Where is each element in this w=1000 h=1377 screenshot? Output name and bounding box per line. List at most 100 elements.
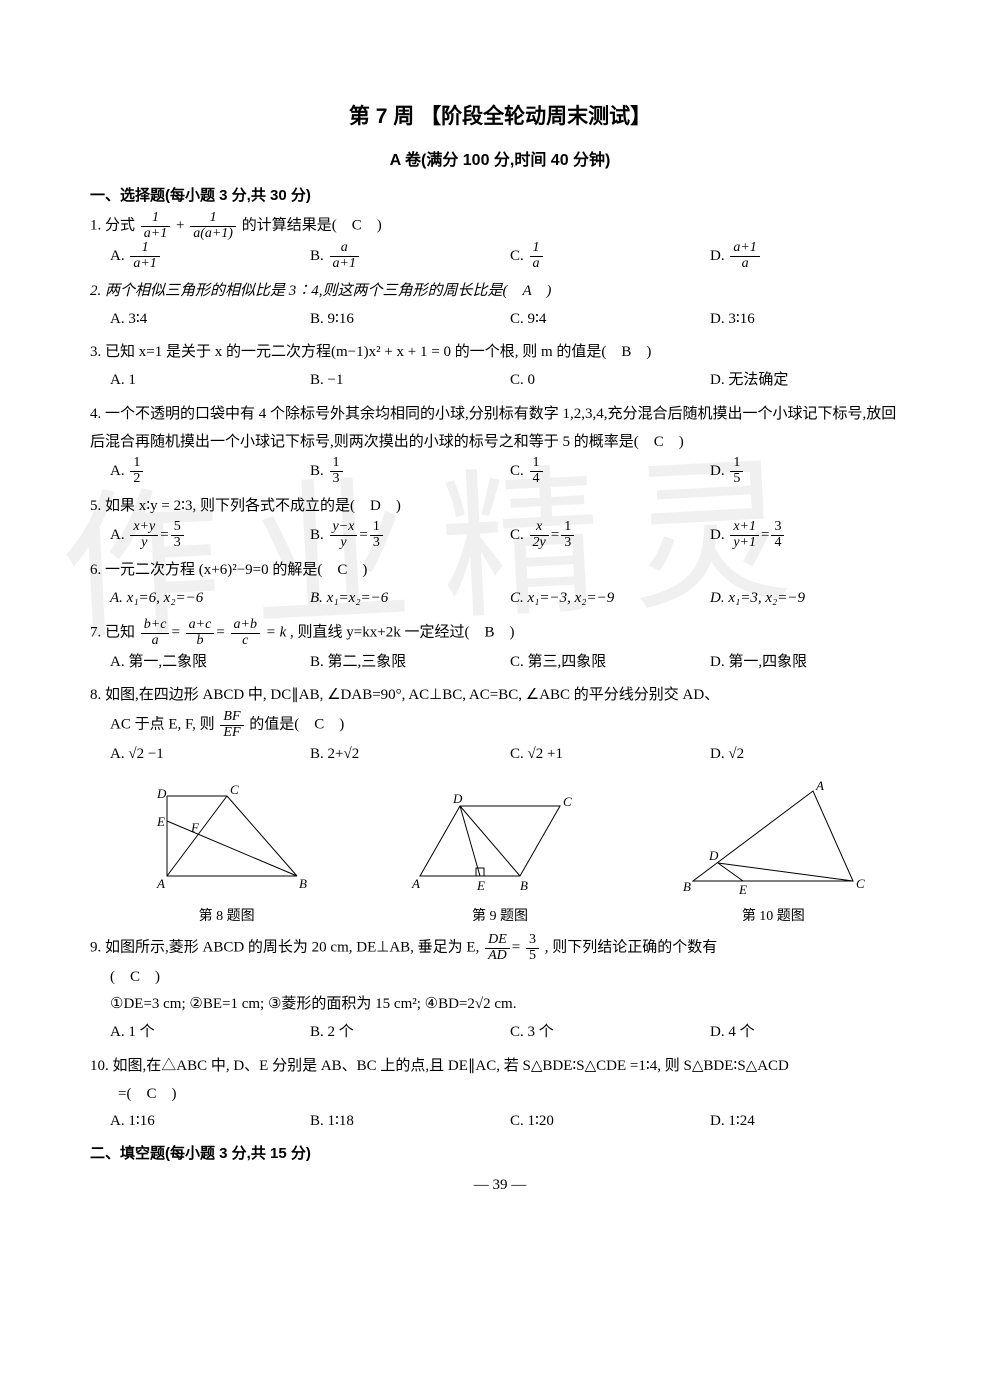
q8-opt-c: C. √2 +1 [510,741,710,769]
q3-opt-c: C. 0 [510,367,710,395]
q1-f1n: 1 [141,211,170,227]
q1-an: 1 [130,241,159,257]
page-content: 第 7 周 【阶段全轮动周末测试】 A 卷(满分 100 分,时间 40 分钟)… [0,0,1000,1224]
q4-opt-a: A. 12 [110,456,310,486]
q1-ad: a+1 [130,257,159,272]
q4-opt-c: C. 14 [510,456,710,486]
q8-line2-pre: AC 于点 E, F, 则 [110,717,215,733]
page-subtitle: A 卷(满分 100 分,时间 40 分钟) [90,146,910,170]
q6-opt-c: C. x₁=−3, x₂=−9 [510,585,710,613]
q9-fd: AD [485,949,510,964]
q1-opt-d: D. a+1a [710,241,910,271]
q4-bn: 1 [330,456,343,472]
q5-brd: 3 [370,536,383,551]
q10-opt-a: A. 1∶16 [110,1108,310,1136]
q7-f1d: a [141,634,170,649]
svg-text:E: E [476,878,485,893]
q9-opt-c: C. 3 个 [510,1019,710,1047]
q1-f2d: a(a+1) [190,227,236,242]
q4-b-label: B. [310,458,324,486]
q4-cn: 1 [530,456,543,472]
svg-text:B: B [520,878,528,893]
q10-text: 10. 如图,在△ABC 中, D、E 分别是 AB、BC 上的点,且 DE∥A… [90,1053,910,1081]
q5-c-label: C. [510,522,524,550]
q4-dn: 1 [730,456,743,472]
q5-drd: 4 [771,536,784,551]
svg-text:A: A [411,876,420,891]
q7-f1n: b+c [141,618,170,634]
q9-ans: ( C ) [90,964,910,992]
svg-text:C: C [856,876,865,891]
q7-f3n: a+b [231,618,260,634]
question-6: 6. 一元二次方程 (x+6)²−9=0 的解是( C ) A. x₁=6, x… [90,557,910,613]
q1-c-label: C. [510,243,524,271]
q7-opt-c: C. 第三,四象限 [510,649,710,677]
q5-bd: y [330,536,358,551]
q7-pre: 7. 已知 [90,625,135,641]
page-number: — 39 — [90,1177,910,1194]
fig10-caption: 第 10 题图 [673,905,873,925]
q2-opt-c: C. 9∶4 [510,306,710,334]
section-1-header: 一、选择题(每小题 3 分,共 30 分) [90,184,910,205]
q1-a-label: A. [110,243,125,271]
q2-text: 2. 两个相似三角形的相似比是 3∶4,则这两个三角形的周长比是( A ) [90,278,910,306]
q7-f2d: b [186,634,215,649]
q10-opt-c: C. 1∶20 [510,1108,710,1136]
q8-fn: BF [220,710,243,726]
q9-opt-a: A. 1 个 [110,1019,310,1047]
q7-f2n: a+c [186,618,215,634]
figure-8-svg: D C E F A B [127,776,327,896]
q6-opt-b: B. x₁=x₂=−6 [310,585,510,613]
q5-arn: 5 [171,520,184,536]
section-2-header: 二、填空题(每小题 3 分,共 15 分) [90,1142,910,1163]
svg-text:B: B [299,876,307,891]
q2-opt-b: B. 9∶16 [310,306,510,334]
q4-d-label: D. [710,458,725,486]
q5-text: 5. 如果 x∶y = 2∶3, 则下列各式不成立的是( D ) [90,493,910,521]
q7-opt-b: B. 第二,三象限 [310,649,510,677]
q3-text: 3. 已知 x=1 是关于 x 的一元二次方程(m−1)x² + x + 1 =… [90,339,910,367]
figure-9: D C A E B 第 9 题图 [400,776,600,925]
q5-b-label: B. [310,522,324,550]
q6-opt-a: A. x₁=6, x₂=−6 [110,585,310,613]
q2-opt-a: A. 3∶4 [110,306,310,334]
q7-eq: = k [266,625,287,641]
q5-crd: 3 [561,536,574,551]
q5-dd: y+1 [730,536,759,551]
svg-text:F: F [190,820,200,835]
page-title: 第 7 周 【阶段全轮动周末测试】 [90,100,910,130]
q4-opt-b: B. 13 [310,456,510,486]
q5-dn: x+1 [730,520,759,536]
q5-a-label: A. [110,522,125,550]
svg-text:D: D [452,791,463,806]
q1-pre: 1. 分式 [90,218,135,234]
q3-opt-b: B. −1 [310,367,510,395]
q7-opt-d: D. 第一,四象限 [710,649,910,677]
q10-text2: =( C ) [90,1081,910,1109]
svg-text:A: A [156,876,165,891]
q5-d-label: D. [710,522,725,550]
q6-text: 6. 一元二次方程 (x+6)²−9=0 的解是( C ) [90,557,910,585]
q1-d-label: D. [710,243,725,271]
q5-drn: 3 [771,520,784,536]
q5-opt-a: A. x+yy=53 [110,520,310,550]
q1-bn: a [330,241,359,257]
q1-cd: a [530,257,543,272]
q7-mid: , 则直线 y=kx+2k 一定经过( B ) [290,625,514,641]
q9-fn: DE [485,933,510,949]
q8-line2-post: 的值是( C ) [249,717,344,733]
svg-text:A: A [815,778,824,793]
question-10: 10. 如图,在△ABC 中, D、E 分别是 AB、BC 上的点,且 DE∥A… [90,1053,910,1136]
question-1: 1. 分式 1a+1 + 1a(a+1) 的计算结果是( C ) A. 1a+1… [90,211,910,272]
q5-opt-d: D. x+1y+1=34 [710,520,910,550]
svg-text:B: B [683,879,691,894]
figure-9-svg: D C A E B [400,776,600,896]
figure-10: A D B E C 第 10 题图 [673,776,873,925]
q5-an: x+y [130,520,158,536]
q9-post: , 则下列结论正确的个数有 [545,940,718,956]
q1-opt-b: B. aa+1 [310,241,510,271]
q8-fd: EF [220,726,243,741]
q1-dn: a+1 [730,241,759,257]
q1-bd: a+1 [330,257,359,272]
q3-opt-d: D. 无法确定 [710,367,910,395]
